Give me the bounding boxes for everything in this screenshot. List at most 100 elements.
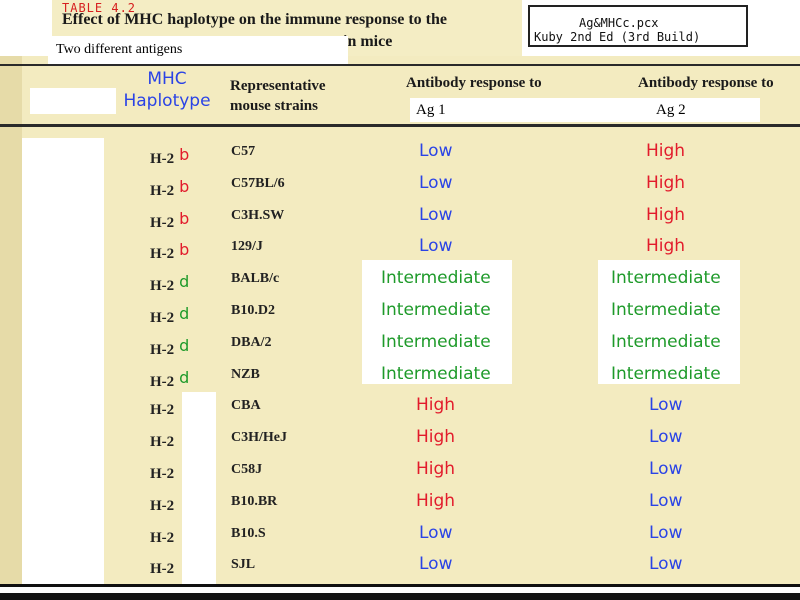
ag2-response-cell: Low [649, 554, 683, 575]
haplotype-label: H-2 [150, 278, 175, 295]
ag2-response-cell: Low [649, 490, 683, 511]
haplotype-allele: b [179, 240, 190, 260]
haplotype-label: H-2 [150, 402, 175, 419]
haplotype-cell: H-2 d [150, 304, 190, 327]
haplotype-allele: d [179, 272, 190, 292]
blank-area-left [22, 138, 104, 584]
strain-cell: NZB [231, 366, 260, 382]
ag2-response-cell: Low [649, 459, 683, 479]
haplotype-cell: H-2 [150, 466, 174, 483]
header-antibody-response-1: Antibody response to [406, 75, 542, 91]
strain-cell: C57BL/6 [231, 175, 285, 191]
haplotype-cell: H-2 [150, 530, 174, 547]
haplotype-label: H-2 [150, 561, 175, 578]
haplotype-label: H-2 [150, 341, 175, 358]
strain-cell: BALB/c [231, 271, 280, 287]
header-antibody-response-2: Antibody response to [638, 75, 774, 91]
blank-area-ag1-column [362, 260, 512, 384]
strain-cell: C57 [231, 144, 256, 159]
haplotype-allele: d [179, 335, 190, 355]
ag1-response-cell: Intermediate [381, 363, 491, 384]
header-strains-line2: mouse strains [230, 98, 318, 114]
strain-cell: CBA [231, 398, 261, 414]
source-file-box: Ag&MHCc.pcx Kuby 2nd Ed (3rd Build) [528, 5, 748, 47]
haplotype-label: H-2 [150, 497, 175, 514]
strain-cell: SJL [231, 557, 256, 573]
haplotype-cell: H-2 [150, 561, 174, 578]
ag1-response-cell: High [416, 395, 456, 416]
slide-subtitle: Two different antigens [48, 36, 348, 64]
haplotype-label: H-2 [150, 310, 175, 326]
haplotype-label: H-2 [150, 529, 175, 546]
ag2-response-cell: Low [649, 522, 683, 543]
table-title-line1: Effect of MHC haplotype on the immune re… [62, 11, 448, 28]
ag1-response-cell: Low [419, 554, 453, 575]
haplotype-cell: H-2 b [150, 145, 190, 168]
ag2-response-cell: High [646, 236, 686, 257]
haplotype-cell: H-2 b [150, 208, 190, 232]
ag2-response-cell: Intermediate [611, 300, 721, 320]
ag2-response-cell: Intermediate [611, 268, 721, 289]
source-filename: Ag&MHCc.pcx [579, 16, 659, 30]
strain-cell: C3H.SW [231, 207, 285, 223]
ag1-response-cell: Low [419, 204, 453, 225]
strain-cell: C58J [231, 462, 263, 477]
ag1-response-cell: High [416, 490, 456, 511]
haplotype-cell: H-2 b [150, 176, 190, 200]
haplotype-allele: b [179, 208, 190, 228]
header-mhc-line2: Haplotype [123, 91, 211, 111]
haplotype-label: H-2 [150, 466, 175, 482]
haplotype-allele: b [179, 145, 190, 164]
ag2-response-cell: Intermediate [611, 363, 721, 384]
bottom-border [0, 584, 800, 600]
strain-cell: C3H/HeJ [231, 430, 287, 446]
body-rule [0, 124, 800, 127]
haplotype-allele: b [179, 176, 190, 196]
haplotype-label: H-2 [150, 246, 175, 263]
paper-edge-shadow [0, 56, 22, 592]
ag1-response-cell: Low [419, 522, 453, 543]
haplotype-cell: H-2 d [150, 367, 190, 391]
source-book: Kuby 2nd Ed (3rd Build) [534, 30, 701, 44]
blank-area-haplotype-column [182, 392, 216, 584]
blank-area-ag2-column [598, 260, 740, 384]
header-mhc-line1: MHC [147, 69, 187, 89]
strain-cell: B10.S [231, 525, 266, 541]
ag2-response-cell: Intermediate [611, 331, 721, 352]
header-ag1: Ag 1 [416, 102, 446, 118]
ag1-response-cell: Low [419, 172, 453, 193]
ag2-response-cell: Low [649, 427, 683, 448]
haplotype-label: H-2 [150, 151, 175, 167]
header-strains-line1: Representative [230, 78, 326, 94]
haplotype-label: H-2 [150, 214, 175, 231]
ag2-response-cell: High [646, 204, 686, 225]
header-mhc-haplotype: MHC Haplotype [118, 68, 216, 112]
ag1-response-cell: Intermediate [381, 300, 491, 320]
haplotype-cell: H-2 b [150, 240, 190, 263]
haplotype-cell: H-2 [150, 402, 174, 419]
blank-area-header-left [30, 88, 116, 114]
ag1-response-cell: Intermediate [381, 268, 491, 289]
table-title-line2: in mice [343, 33, 393, 50]
haplotype-cell: H-2 [150, 498, 174, 515]
haplotype-cell: H-2 [150, 434, 174, 451]
haplotype-cell: H-2 d [150, 335, 190, 359]
strain-cell: B10.BR [231, 493, 278, 509]
table-number: TABLE 4.2 [62, 1, 137, 15]
ag1-response-cell: Low [419, 236, 453, 257]
header-rule [0, 64, 800, 66]
haplotype-label: H-2 [150, 182, 175, 199]
strain-cell: DBA/2 [231, 334, 272, 350]
haplotype-allele: d [179, 304, 190, 323]
haplotype-label: H-2 [150, 373, 175, 390]
ag1-response-cell: Low [419, 141, 453, 161]
ag2-response-cell: High [646, 172, 686, 193]
blank-area-ag-labels [410, 98, 760, 122]
ag1-response-cell: High [416, 427, 456, 448]
ag1-response-cell: High [416, 459, 456, 479]
ag2-response-cell: High [646, 141, 686, 161]
haplotype-allele: d [179, 367, 190, 387]
header-strains: Representative mouse strains [230, 76, 326, 116]
strain-cell: 129/J [231, 239, 263, 255]
